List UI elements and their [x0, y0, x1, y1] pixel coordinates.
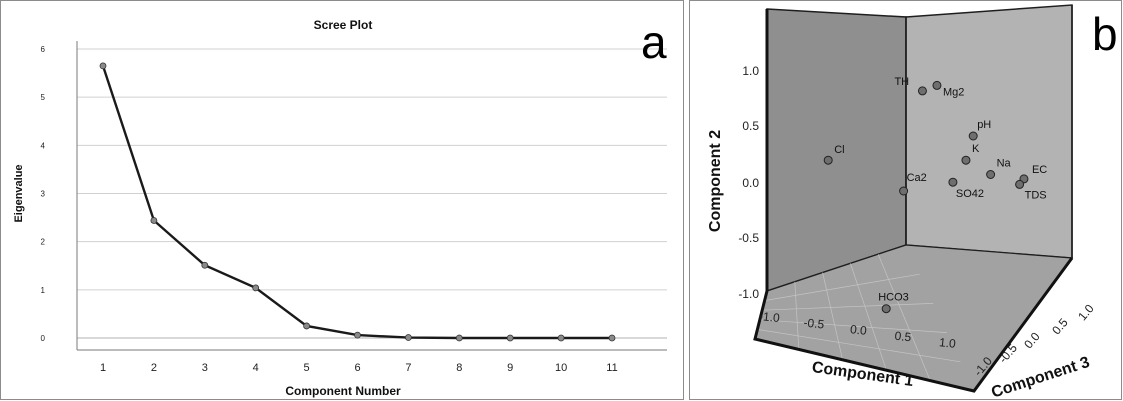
- frame-edges: [753, 9, 1074, 393]
- data-point-10: [608, 334, 616, 342]
- point-label-mg2: Mg2: [943, 86, 964, 98]
- point-cl: [823, 155, 833, 165]
- data-point-5: [354, 331, 361, 339]
- c2-axis-title: Component 2: [707, 130, 724, 232]
- component-plot-svg: 1.00.50.0-0.5-1.0-1.0 -0.5 0.0 0.5 1.01.00.5…: [707, 4, 1097, 399]
- point-th: [917, 86, 927, 96]
- point-tds: [1015, 179, 1025, 189]
- floor-grid-line-b-4: [757, 329, 961, 363]
- x-tick-label-10: 11: [606, 362, 617, 374]
- x-tick-label-9: 10: [555, 362, 567, 374]
- data-point-3: [252, 284, 260, 292]
- y-tick-label-0: 0: [41, 334, 46, 343]
- c3-tick-label-2: 0.0: [1021, 329, 1043, 351]
- point-mg2: [932, 80, 942, 90]
- point-label-tds: TDS: [1025, 189, 1047, 201]
- data-point-9: [557, 334, 565, 342]
- x-tick-label-7: 8: [456, 362, 462, 374]
- scree-plot-panel: 0 1 2 3 4 5 6 1 2 3 4 5 6 7 8 9 10 11 Scree Plot Component …: [0, 0, 684, 400]
- c3-tick-label-1: 0.5: [1049, 315, 1071, 337]
- x-tick-label-3: 4: [253, 362, 259, 374]
- c1-tick-label-0: -1.0: [758, 309, 780, 325]
- floor-grid-line-b-1: [764, 273, 920, 301]
- y-tick-label-5: 5: [41, 93, 46, 102]
- point-label-so42: SO42: [956, 188, 984, 200]
- c3-tick-label-0: 1.0: [1075, 301, 1097, 323]
- data-point-0: [99, 62, 107, 70]
- y-tick-label-1: 1: [41, 286, 46, 295]
- c2-tick-label-3: -0.5: [738, 231, 759, 245]
- scree-line: [101, 65, 612, 340]
- x-tick-label-0: 1: [100, 362, 106, 374]
- point-label-k: K: [972, 143, 980, 155]
- y-tick-label-2: 2: [41, 238, 46, 247]
- point-label-ec: EC: [1032, 164, 1047, 176]
- x-tick-label-1: 2: [151, 362, 157, 374]
- point-hco3: [881, 304, 891, 314]
- point-label-cl: Cl: [834, 144, 844, 156]
- data-point-6: [404, 334, 412, 341]
- point-k: [961, 155, 971, 165]
- x-tick-label-2: 3: [202, 362, 208, 374]
- floor-grid-line-b-3: [759, 319, 947, 333]
- panel-label-b: b: [1092, 8, 1118, 60]
- component-plot-panel: 1.0 0.5 0.0 -0.5 -1.0 -1.0 -0.5 0.0 0.5 1.0 1.0 0.5…: [689, 0, 1122, 400]
- point-so42: [948, 177, 958, 187]
- point-label-th: TH: [894, 76, 909, 88]
- point-label-na: Na: [997, 158, 1012, 170]
- y-tick-label-3: 3: [41, 190, 46, 199]
- point-label-ph: pH: [977, 119, 991, 131]
- c2-tick-label-4: -1.0: [738, 287, 759, 301]
- point-ph: [968, 131, 978, 141]
- y-axis-title: Eigenvalue: [13, 164, 25, 222]
- c1-tick-label-1: -0.5: [803, 315, 825, 331]
- floor-grid-line-2: [822, 272, 843, 360]
- floor-grid-line-b-2: [762, 303, 934, 311]
- data-point-7: [455, 334, 463, 342]
- c2-tick-label-0: 1.0: [742, 64, 759, 78]
- y-tick-label-4: 4: [41, 141, 46, 150]
- point-label-hco3: HCO3: [878, 292, 909, 304]
- floor-grid-line-3: [850, 263, 887, 371]
- scree-plot-svg: 0 1 2 3 4 5 6 1 2 3 4 5 6 7 8 9 10 11 Scree Plot Component …: [13, 18, 667, 398]
- panel-label-a: a: [641, 16, 667, 68]
- x-tick-label-8: 9: [507, 362, 513, 374]
- x-tick-label-4: 5: [304, 362, 310, 374]
- floor-grid-line-1: [794, 281, 800, 350]
- chart-title: Scree Plot: [314, 18, 373, 32]
- data-point-2: [201, 261, 209, 269]
- c1-tick-label-3: 0.5: [894, 329, 912, 345]
- data-point-8: [506, 334, 514, 342]
- x-tick-label-5: 6: [354, 362, 360, 374]
- c2-tick-label-1: 0.5: [742, 119, 759, 133]
- floor-grid-line-4: [877, 254, 931, 381]
- y-tick-label-6: 6: [41, 45, 46, 54]
- data-point-4: [303, 322, 311, 330]
- x-tick-label-6: 7: [405, 362, 411, 374]
- c1-tick-label-2: 0.0: [849, 322, 867, 338]
- point-na: [986, 170, 996, 179]
- c2-tick-label-2: 0.0: [742, 176, 759, 190]
- x-axis-title: Component Number: [285, 384, 401, 398]
- side-wall: [905, 4, 1073, 259]
- point-label-ca2: Ca2: [907, 172, 927, 184]
- data-point-1: [150, 217, 158, 224]
- c1-tick-label-4: 1.0: [938, 335, 956, 351]
- point-ca2: [899, 186, 909, 196]
